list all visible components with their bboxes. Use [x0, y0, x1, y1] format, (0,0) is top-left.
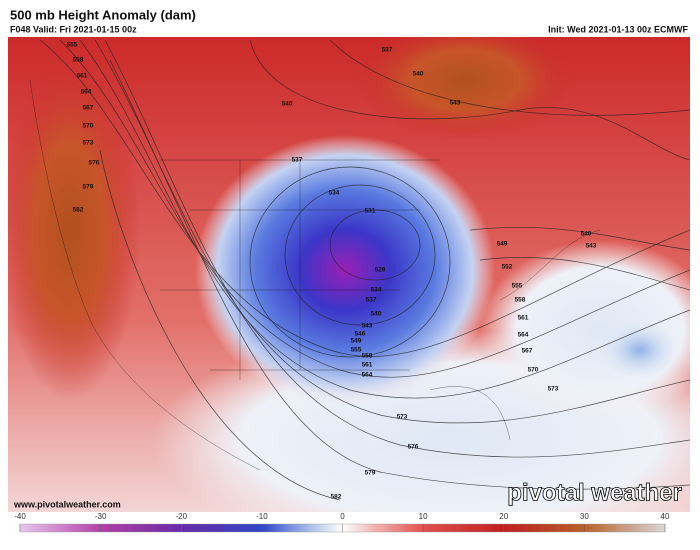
- contour-label: 555: [512, 283, 523, 290]
- contour-label: 528: [375, 267, 386, 274]
- colorbar-tick-label: -40: [14, 512, 26, 521]
- contour-label: 576: [408, 444, 419, 451]
- contour-label: 573: [397, 414, 408, 421]
- contour-label: 564: [362, 372, 373, 379]
- contour-label: 534: [371, 287, 382, 294]
- colorbar-ticks: -40 -30 -20 -10 0 10 20 30 40: [14, 512, 670, 532]
- contour-label: 546: [355, 331, 366, 338]
- contour-label: 543: [362, 323, 373, 330]
- contour-label: 573: [83, 140, 94, 147]
- contour-label: 549: [497, 241, 508, 248]
- contour-label: 582: [331, 494, 342, 501]
- site-url: www.pivotalweather.com: [13, 499, 121, 509]
- contour-label: 558: [515, 297, 526, 304]
- title: 500 mb Height Anomaly (dam): [10, 7, 196, 22]
- colorbar-tick-label: -20: [175, 512, 187, 521]
- contour-label: 537: [382, 47, 393, 54]
- contour-label: 567: [522, 348, 533, 355]
- contour-label: 531: [365, 208, 376, 215]
- colorbar-tick-label: -30: [95, 512, 107, 521]
- contour-label: 540: [282, 101, 293, 108]
- colorbar-tick-label: 0: [340, 512, 345, 521]
- contour-label: 558: [362, 353, 373, 360]
- contour-label: 573: [548, 386, 559, 393]
- map: [8, 37, 690, 512]
- contour-label: 555: [351, 347, 362, 354]
- watermark: pivotal weather: [507, 479, 682, 506]
- contour-label: 540: [413, 71, 424, 78]
- colorbar-tick-label: -10: [256, 512, 268, 521]
- contour-label: 558: [73, 57, 84, 64]
- contour-label: 537: [366, 297, 377, 304]
- contour-label: 579: [83, 184, 94, 191]
- contour-label: 561: [77, 73, 88, 80]
- contour-label: 543: [450, 100, 461, 107]
- colorbar-tick-label: 10: [419, 512, 428, 521]
- contour-label: 582: [73, 207, 84, 214]
- contour-label: 540: [371, 311, 382, 318]
- contour-label: 555: [67, 42, 78, 49]
- contour-label: 567: [83, 105, 94, 112]
- contour-label: 564: [81, 89, 92, 96]
- colorbar-tick-label: 30: [580, 512, 589, 521]
- contour-label: 561: [362, 362, 373, 369]
- contour-label: 537: [292, 157, 303, 164]
- contour-label: 576: [89, 160, 100, 167]
- contour-label: 579: [365, 470, 376, 477]
- valid-time: F048 Valid: Fri 2021-01-15 00z: [10, 24, 137, 34]
- contour-label: 570: [528, 367, 539, 374]
- contour-label: 561: [518, 315, 529, 322]
- colorbar-tick-label: 40: [661, 512, 670, 521]
- contour-label: 564: [518, 332, 529, 339]
- contour-label: 552: [502, 264, 513, 271]
- init-time: Init: Wed 2021-01-13 00z ECMWF: [548, 24, 688, 34]
- contour-label: 549: [351, 338, 362, 345]
- contour-label: 570: [83, 123, 94, 130]
- contour-label: 540: [581, 231, 592, 238]
- contour-label: 534: [329, 190, 340, 197]
- contour-label: 543: [586, 243, 597, 250]
- colorbar-tick-label: 20: [499, 512, 508, 521]
